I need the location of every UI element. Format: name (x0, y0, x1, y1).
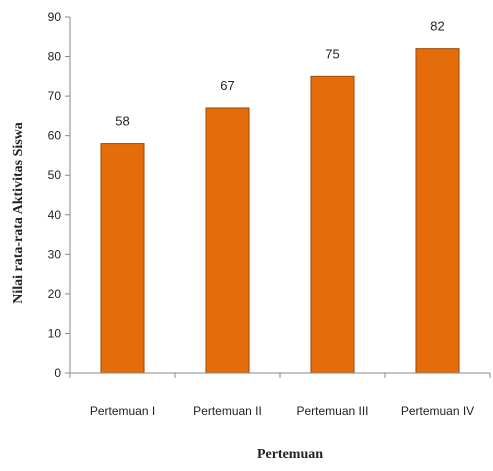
y-tick-label: 90 (48, 10, 62, 24)
y-axis-title: Nilai rata-rata Aktivitas Siswa (11, 122, 26, 304)
bar-3 (311, 76, 354, 373)
x-axis-ticks: Pertemuan I Pertemuan II Pertemuan III Pert… (70, 373, 490, 418)
x-tick-label-1: Pertemuan I (90, 404, 155, 418)
x-tick-label-3: Pertemuan III (296, 404, 368, 418)
y-tick-label: 10 (48, 326, 62, 340)
bars (101, 49, 459, 373)
data-label-3: 75 (325, 46, 339, 61)
y-tick-label: 20 (48, 287, 62, 301)
y-tick-label: 0 (54, 366, 61, 380)
y-tick-label: 40 (48, 208, 62, 222)
y-tick-label: 60 (48, 129, 62, 143)
data-label-1: 58 (115, 114, 129, 129)
x-tick-label-2: Pertemuan II (193, 404, 262, 418)
x-tick-label-4: Pertemuan IV (401, 404, 474, 418)
y-tick-label: 30 (48, 247, 62, 261)
bar-4 (416, 49, 459, 373)
y-axis-ticks: 0 10 20 30 40 50 60 70 80 90 (48, 10, 70, 380)
bar-1 (101, 144, 144, 373)
bar-2 (206, 108, 249, 373)
y-tick-label: 80 (48, 50, 62, 64)
y-tick-label: 50 (48, 168, 62, 182)
data-label-2: 67 (220, 78, 234, 93)
x-axis-title: Pertemuan (257, 447, 323, 462)
data-labels: 58 67 75 82 (115, 19, 444, 129)
data-label-4: 82 (430, 19, 444, 34)
y-tick-label: 70 (48, 89, 62, 103)
